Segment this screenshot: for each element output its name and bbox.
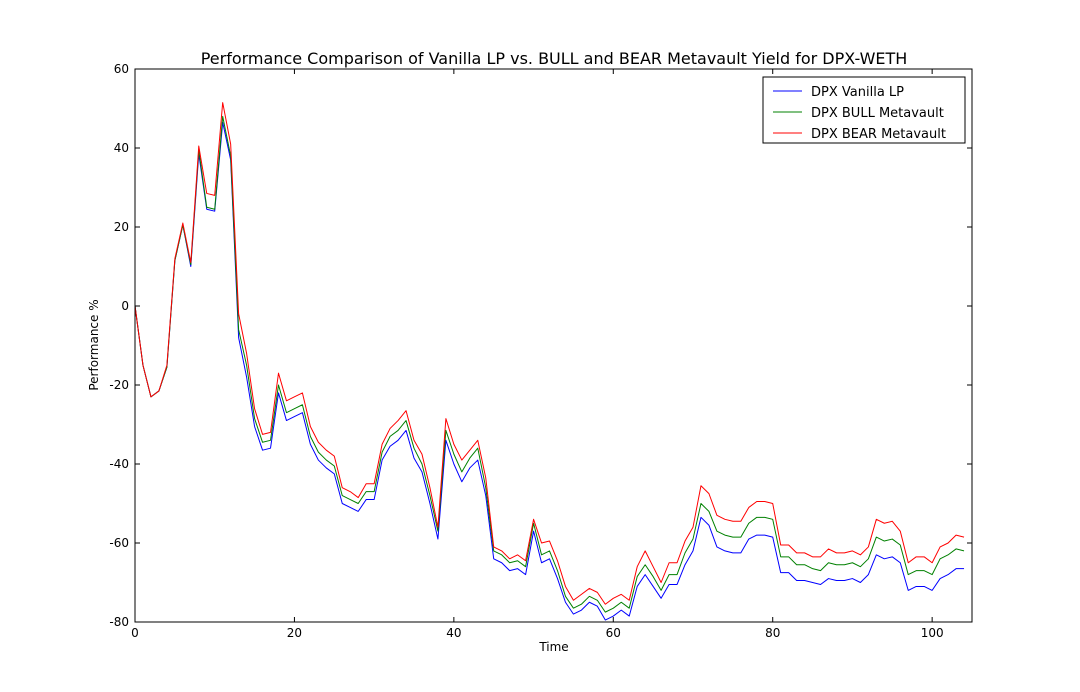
legend: DPX Vanilla LP DPX BULL Metavault DPX BEAR… <box>762 76 966 144</box>
plot-area-frame <box>134 68 973 623</box>
series-line-3 <box>134 102 965 605</box>
y-tick-label: -60 <box>109 536 129 550</box>
chart-title: Performance Comparison of Vanilla LP vs.… <box>201 49 908 68</box>
x-tick-label: 60 <box>606 626 621 640</box>
y-tick-label: 40 <box>114 141 129 155</box>
legend-items: DPX Vanilla LP DPX BULL Metavault DPX BEAR… <box>773 85 946 142</box>
series-layer <box>134 102 965 621</box>
y-tick-label: -40 <box>109 457 129 471</box>
legend-frame <box>762 76 966 144</box>
x-axis-label: Time <box>538 640 568 654</box>
y-tick-label: 20 <box>114 220 129 234</box>
x-tick-label: 100 <box>921 626 944 640</box>
legend-label-3: DPX BEAR Metavault <box>811 127 946 142</box>
y-tick-label: 60 <box>114 62 129 76</box>
series-line-2 <box>134 115 965 613</box>
y-axis-label: Performance % <box>87 299 101 390</box>
y-tick-label: -20 <box>109 378 129 392</box>
ticks-layer: 0 20 40 60 80 100 -80 -60 -40 -20 0 20 40 60 <box>109 62 972 640</box>
x-tick-label: 0 <box>131 626 139 640</box>
series-line-1 <box>134 121 965 621</box>
x-tick-label: 40 <box>446 626 461 640</box>
x-tick-label: 20 <box>287 626 302 640</box>
legend-label-1: DPX Vanilla LP <box>811 85 904 100</box>
y-tick-label: -80 <box>109 615 129 629</box>
y-tick-label: 0 <box>121 299 129 313</box>
legend-label-2: DPX BULL Metavault <box>811 106 944 121</box>
x-tick-label: 80 <box>765 626 780 640</box>
